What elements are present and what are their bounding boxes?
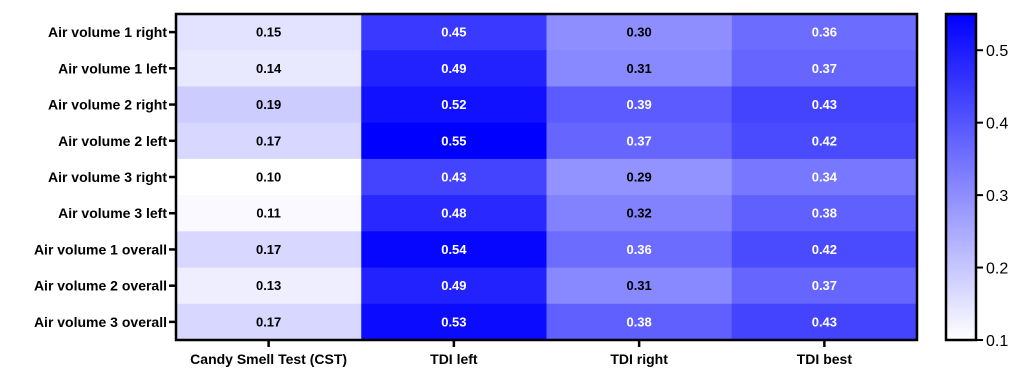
heatmap-cell: [176, 14, 362, 51]
y-axis: Air volume 1 right Air volume 1 left Air v…: [34, 24, 176, 330]
cell-value-label: 0.37: [626, 133, 651, 148]
heatmap-cell: [176, 267, 362, 305]
cell-value-label: 0.17: [256, 133, 281, 148]
heatmap-cell: [176, 86, 362, 124]
cell-value-label: 0.37: [812, 61, 837, 76]
cell-value-label: 0.54: [441, 242, 467, 257]
heatmap-cell: [361, 86, 548, 124]
colorbar-tick-label: 0.1: [986, 333, 1008, 350]
cell-value-label: 0.49: [441, 61, 466, 76]
cell-value-label: 0.49: [441, 278, 466, 293]
cell-value-label: 0.17: [256, 242, 281, 257]
y-tick-label: Air volume 1 left: [58, 60, 167, 76]
y-tick-label: Air volume 1 overall: [34, 241, 167, 257]
heatmap-cell: [546, 195, 733, 232]
cell-value-label: 0.42: [812, 242, 837, 257]
x-tick-label: TDI left: [430, 351, 478, 367]
heatmap-cell: [176, 303, 362, 341]
cell-value-label: 0.43: [441, 170, 466, 185]
heatmap-cell: [361, 14, 548, 51]
colorbar-gradient: [944, 12, 978, 342]
heatmap-cell: [361, 303, 548, 341]
heatmap-cell: [731, 303, 918, 341]
heatmap-cell: [731, 122, 918, 160]
y-tick-label: Air volume 3 overall: [34, 314, 167, 330]
cell-value-label: 0.31: [626, 278, 651, 293]
heatmap-cell: [176, 195, 362, 232]
colorbar-tick-label: 0.2: [986, 261, 1008, 278]
heatmap-cell-labels: 0.15 0.45 0.30 0.36 0.14 0.49 0.31 0.37 0.19 0.52…: [256, 25, 838, 330]
heatmap-cell: [361, 158, 548, 196]
cell-value-label: 0.43: [812, 314, 837, 329]
y-tick-label: Air volume 2 left: [58, 133, 167, 149]
cell-value-label: 0.19: [256, 97, 281, 112]
heatmap-cell: [361, 267, 548, 305]
heatmap-cell: [546, 14, 733, 51]
y-tick-label: Air volume 2 right: [48, 97, 167, 113]
x-tick-label: TDI right: [610, 351, 668, 367]
heatmap-cell: [361, 195, 548, 232]
y-tick-label: Air volume 3 right: [48, 169, 167, 185]
heatmap-cell: [731, 267, 918, 305]
x-tick-label: TDI best: [797, 351, 853, 367]
heatmap-cell: [361, 122, 548, 160]
heatmap-cell: [731, 231, 918, 269]
x-axis: Candy Smell Test (CST) TDI left TDI right T…: [190, 340, 852, 367]
cell-value-label: 0.42: [812, 133, 837, 148]
cell-value-label: 0.55: [441, 133, 466, 148]
cell-value-label: 0.39: [626, 97, 651, 112]
cell-value-label: 0.45: [441, 25, 466, 40]
cell-value-label: 0.15: [256, 25, 281, 40]
cell-value-label: 0.37: [812, 278, 837, 293]
cell-value-label: 0.32: [626, 206, 651, 221]
cell-value-label: 0.53: [441, 314, 466, 329]
cell-value-label: 0.48: [441, 206, 466, 221]
heatmap-cell: [546, 303, 733, 341]
colorbar-tick-label: 0.4: [986, 116, 1008, 133]
heatmap-cells: [176, 14, 918, 341]
colorbar-tick-label: 0.5: [986, 43, 1008, 60]
heatmap-cell: [176, 50, 362, 88]
colorbar: 0.1 0.2 0.3 0.4 0.5: [944, 12, 1008, 350]
heatmap-cell: [176, 158, 362, 196]
cell-value-label: 0.10: [256, 170, 281, 185]
cell-value-label: 0.38: [626, 314, 651, 329]
heatmap-cell: [546, 158, 733, 196]
cell-value-label: 0.34: [812, 170, 838, 185]
cell-value-label: 0.36: [626, 242, 651, 257]
cell-value-label: 0.31: [626, 61, 651, 76]
heatmap-cell: [176, 122, 362, 160]
cell-value-label: 0.11: [256, 206, 281, 221]
cell-value-label: 0.29: [626, 170, 651, 185]
cell-value-label: 0.30: [626, 25, 651, 40]
cell-value-label: 0.52: [441, 97, 466, 112]
cell-value-label: 0.36: [812, 25, 837, 40]
cell-value-label: 0.14: [256, 61, 282, 76]
heatmap-cell: [546, 267, 733, 305]
cell-value-label: 0.13: [256, 278, 281, 293]
heatmap-cell: [731, 158, 918, 196]
heatmap-cell: [731, 195, 918, 232]
heatmap-cell: [546, 86, 733, 124]
heatmap-cell: [731, 86, 918, 124]
heatmap-cell: [176, 231, 362, 269]
x-tick-label: Candy Smell Test (CST): [190, 351, 347, 367]
colorbar-tick-label: 0.3: [986, 188, 1008, 205]
heatmap-cell: [546, 50, 733, 88]
y-tick-label: Air volume 2 overall: [34, 278, 167, 294]
heatmap-cell: [731, 14, 918, 51]
heatmap-cell: [731, 50, 918, 88]
heatmap-cell: [546, 231, 733, 269]
heatmap-cell: [546, 122, 733, 160]
heatmap-cell: [361, 50, 548, 88]
cell-value-label: 0.17: [256, 314, 281, 329]
cell-value-label: 0.43: [812, 97, 837, 112]
cell-value-label: 0.38: [812, 206, 837, 221]
y-tick-label: Air volume 1 right: [48, 24, 167, 40]
heatmap-cell: [361, 231, 548, 269]
y-tick-label: Air volume 3 left: [58, 205, 167, 221]
